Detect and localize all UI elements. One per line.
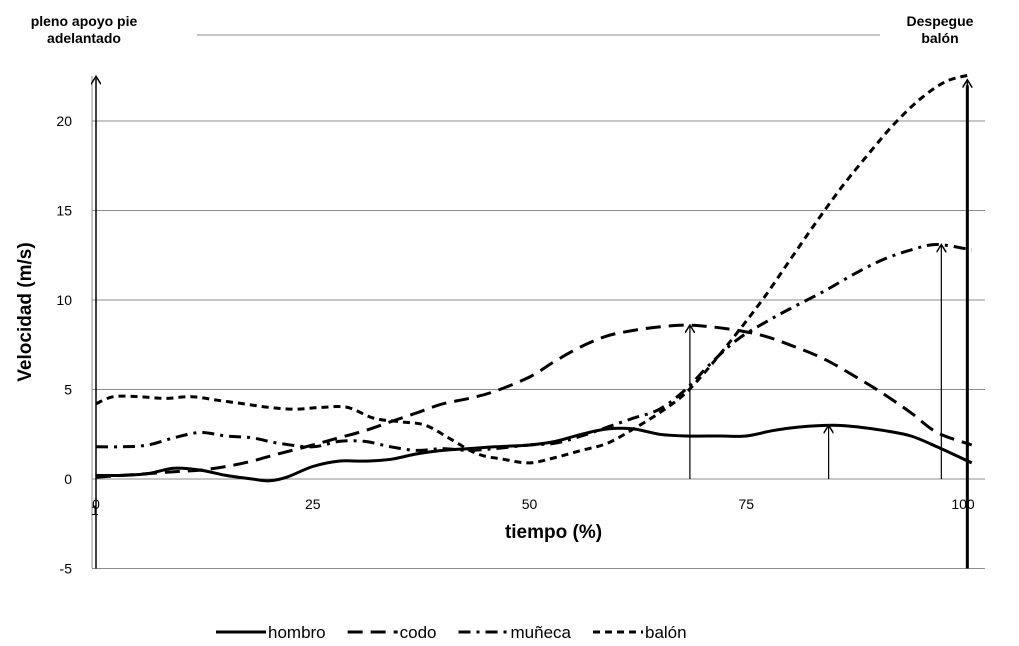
y-tick-label: 5 (64, 382, 72, 398)
series-line-0 (95, 423, 973, 483)
annotation-left-mark: 1 (91, 502, 99, 518)
y-axis-title: Velocidad (m/s) (15, 242, 36, 381)
x-tick-label: 50 (522, 496, 538, 512)
x-tick-label: 25 (305, 496, 321, 512)
legend-label-0: hombro (268, 623, 326, 642)
legend-label-2: muñeca (511, 623, 572, 642)
legend-label-1: codo (400, 623, 437, 642)
legend-label-3: balón (645, 623, 687, 642)
annotation-right: Despegue balón (906, 13, 974, 46)
annotation-left: pleno apoyo pie adelantado (30, 13, 138, 46)
y-tick-label: 20 (56, 113, 72, 129)
x-tick-label: 100 (951, 496, 975, 512)
x-tick-label: 75 (738, 496, 754, 512)
y-tick-label: 15 (56, 203, 72, 219)
series-line-3 (95, 73, 973, 465)
y-tick-label: 0 (64, 471, 72, 487)
series-line-2 (95, 242, 972, 452)
y-tick-label: -5 (60, 561, 73, 577)
series-line-1 (95, 323, 973, 479)
x-axis-title: tiempo (%) (505, 522, 602, 543)
y-tick-label: 10 (56, 292, 72, 308)
